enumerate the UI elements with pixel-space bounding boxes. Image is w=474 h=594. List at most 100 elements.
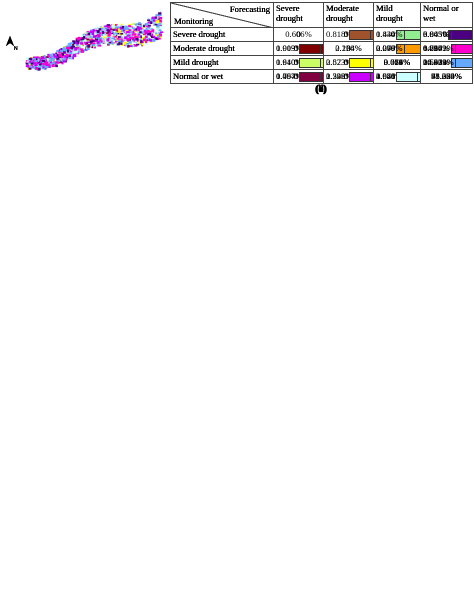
map-pixel xyxy=(42,63,46,66)
map-pixel xyxy=(62,60,66,63)
map-pixel xyxy=(85,37,88,40)
map-pixel xyxy=(76,44,79,47)
map-pixel xyxy=(121,36,124,40)
map-pixel xyxy=(120,25,123,28)
map-pixel xyxy=(116,38,119,41)
map-pixel xyxy=(121,29,125,32)
color-swatch xyxy=(349,30,371,41)
map-pixel xyxy=(126,30,130,33)
map: N xyxy=(6,12,164,71)
map-pixel xyxy=(98,44,102,47)
map-pixel xyxy=(94,27,97,30)
map-pixel xyxy=(102,36,106,40)
map-pixel xyxy=(101,41,105,43)
map-pixel xyxy=(80,39,83,43)
map-pixel xyxy=(80,37,84,41)
map-pixel xyxy=(36,62,41,65)
map-pixel xyxy=(90,38,94,41)
map-pixel xyxy=(120,32,124,35)
map-pixel xyxy=(86,38,90,41)
row-header: Moderate drought xyxy=(170,41,274,56)
map-pixel xyxy=(72,53,76,57)
map-pixel xyxy=(95,36,98,39)
map-pixel xyxy=(50,64,53,67)
panel-label: (d) xyxy=(314,84,328,95)
map-pixel xyxy=(96,40,100,44)
map-pixel xyxy=(151,33,154,37)
map-pixel xyxy=(149,32,152,35)
map-pixel xyxy=(120,31,124,34)
corner-cell: Forecasting Monitoring xyxy=(170,2,274,28)
row-header: Normal or wet xyxy=(170,69,274,84)
map-pixel xyxy=(49,55,52,59)
panel-label: (e) xyxy=(315,84,327,95)
map-pixel xyxy=(149,34,154,38)
map-pixel xyxy=(79,44,84,46)
map-pixel xyxy=(136,26,139,29)
map-pixel xyxy=(89,37,91,40)
cell-value: 0 xyxy=(346,43,351,53)
map-pixel xyxy=(73,42,76,45)
map-pixel xyxy=(100,32,103,36)
map-pixel xyxy=(97,34,100,38)
map-pixel xyxy=(76,46,80,49)
map-pixel xyxy=(159,19,163,23)
map-pixel xyxy=(117,27,121,30)
map-pixel xyxy=(78,45,81,48)
map-pixel xyxy=(120,36,123,38)
map-pixel xyxy=(69,56,72,60)
table-cell: 0 xyxy=(323,55,374,70)
color-swatch xyxy=(403,44,420,55)
map-pixel xyxy=(159,26,163,28)
map-pixel xyxy=(139,31,142,34)
map-pixel xyxy=(52,62,56,64)
map-pixel xyxy=(113,23,115,26)
map-pixel xyxy=(47,63,50,67)
map-pixel xyxy=(63,51,67,54)
map-pixel xyxy=(28,67,32,70)
row-header: Severe drought xyxy=(170,27,274,42)
map-pixel xyxy=(97,32,101,35)
map-pixel xyxy=(107,37,111,39)
color-swatch xyxy=(299,72,321,83)
map-pixel xyxy=(47,55,50,58)
map-pixel xyxy=(53,55,58,58)
map-pixel xyxy=(69,50,73,53)
map-pixel xyxy=(99,38,102,42)
map-pixel xyxy=(34,63,38,66)
map-pixel xyxy=(158,28,161,31)
map-pixel xyxy=(154,37,159,41)
map-pixel xyxy=(138,40,142,44)
map-pixel xyxy=(27,67,30,71)
color-swatch xyxy=(396,72,418,83)
map-pixel xyxy=(147,27,151,30)
map-pixel xyxy=(99,32,102,35)
map-pixel xyxy=(33,57,36,60)
map-pixel xyxy=(153,30,157,33)
map-pixel xyxy=(54,53,58,56)
map-pixel xyxy=(155,17,159,20)
map-pixel xyxy=(92,29,95,32)
map-pixel xyxy=(112,35,115,38)
map-pixel xyxy=(124,36,128,40)
map-pixel xyxy=(159,13,162,17)
map-pixel xyxy=(40,56,44,59)
map-pixel xyxy=(133,33,137,36)
map-pixel xyxy=(102,31,105,34)
map-pixel xyxy=(38,63,41,66)
map-pixel xyxy=(29,65,33,68)
map-pixel xyxy=(62,56,65,59)
map-pixel xyxy=(79,39,82,41)
table-row: Severe drought 0 0 0.434% 6.805% xyxy=(170,27,473,42)
map-pixel xyxy=(35,60,38,63)
map-pixel xyxy=(42,62,45,65)
map-pixel xyxy=(146,35,151,39)
map-pixel xyxy=(72,40,76,43)
map-pixel xyxy=(63,48,68,51)
map-pixel xyxy=(105,32,108,34)
map-pixel xyxy=(85,36,89,39)
north-arrow xyxy=(6,36,14,46)
map-pixel xyxy=(117,36,121,38)
map-pixel xyxy=(158,23,162,25)
map-pixel xyxy=(129,38,131,41)
